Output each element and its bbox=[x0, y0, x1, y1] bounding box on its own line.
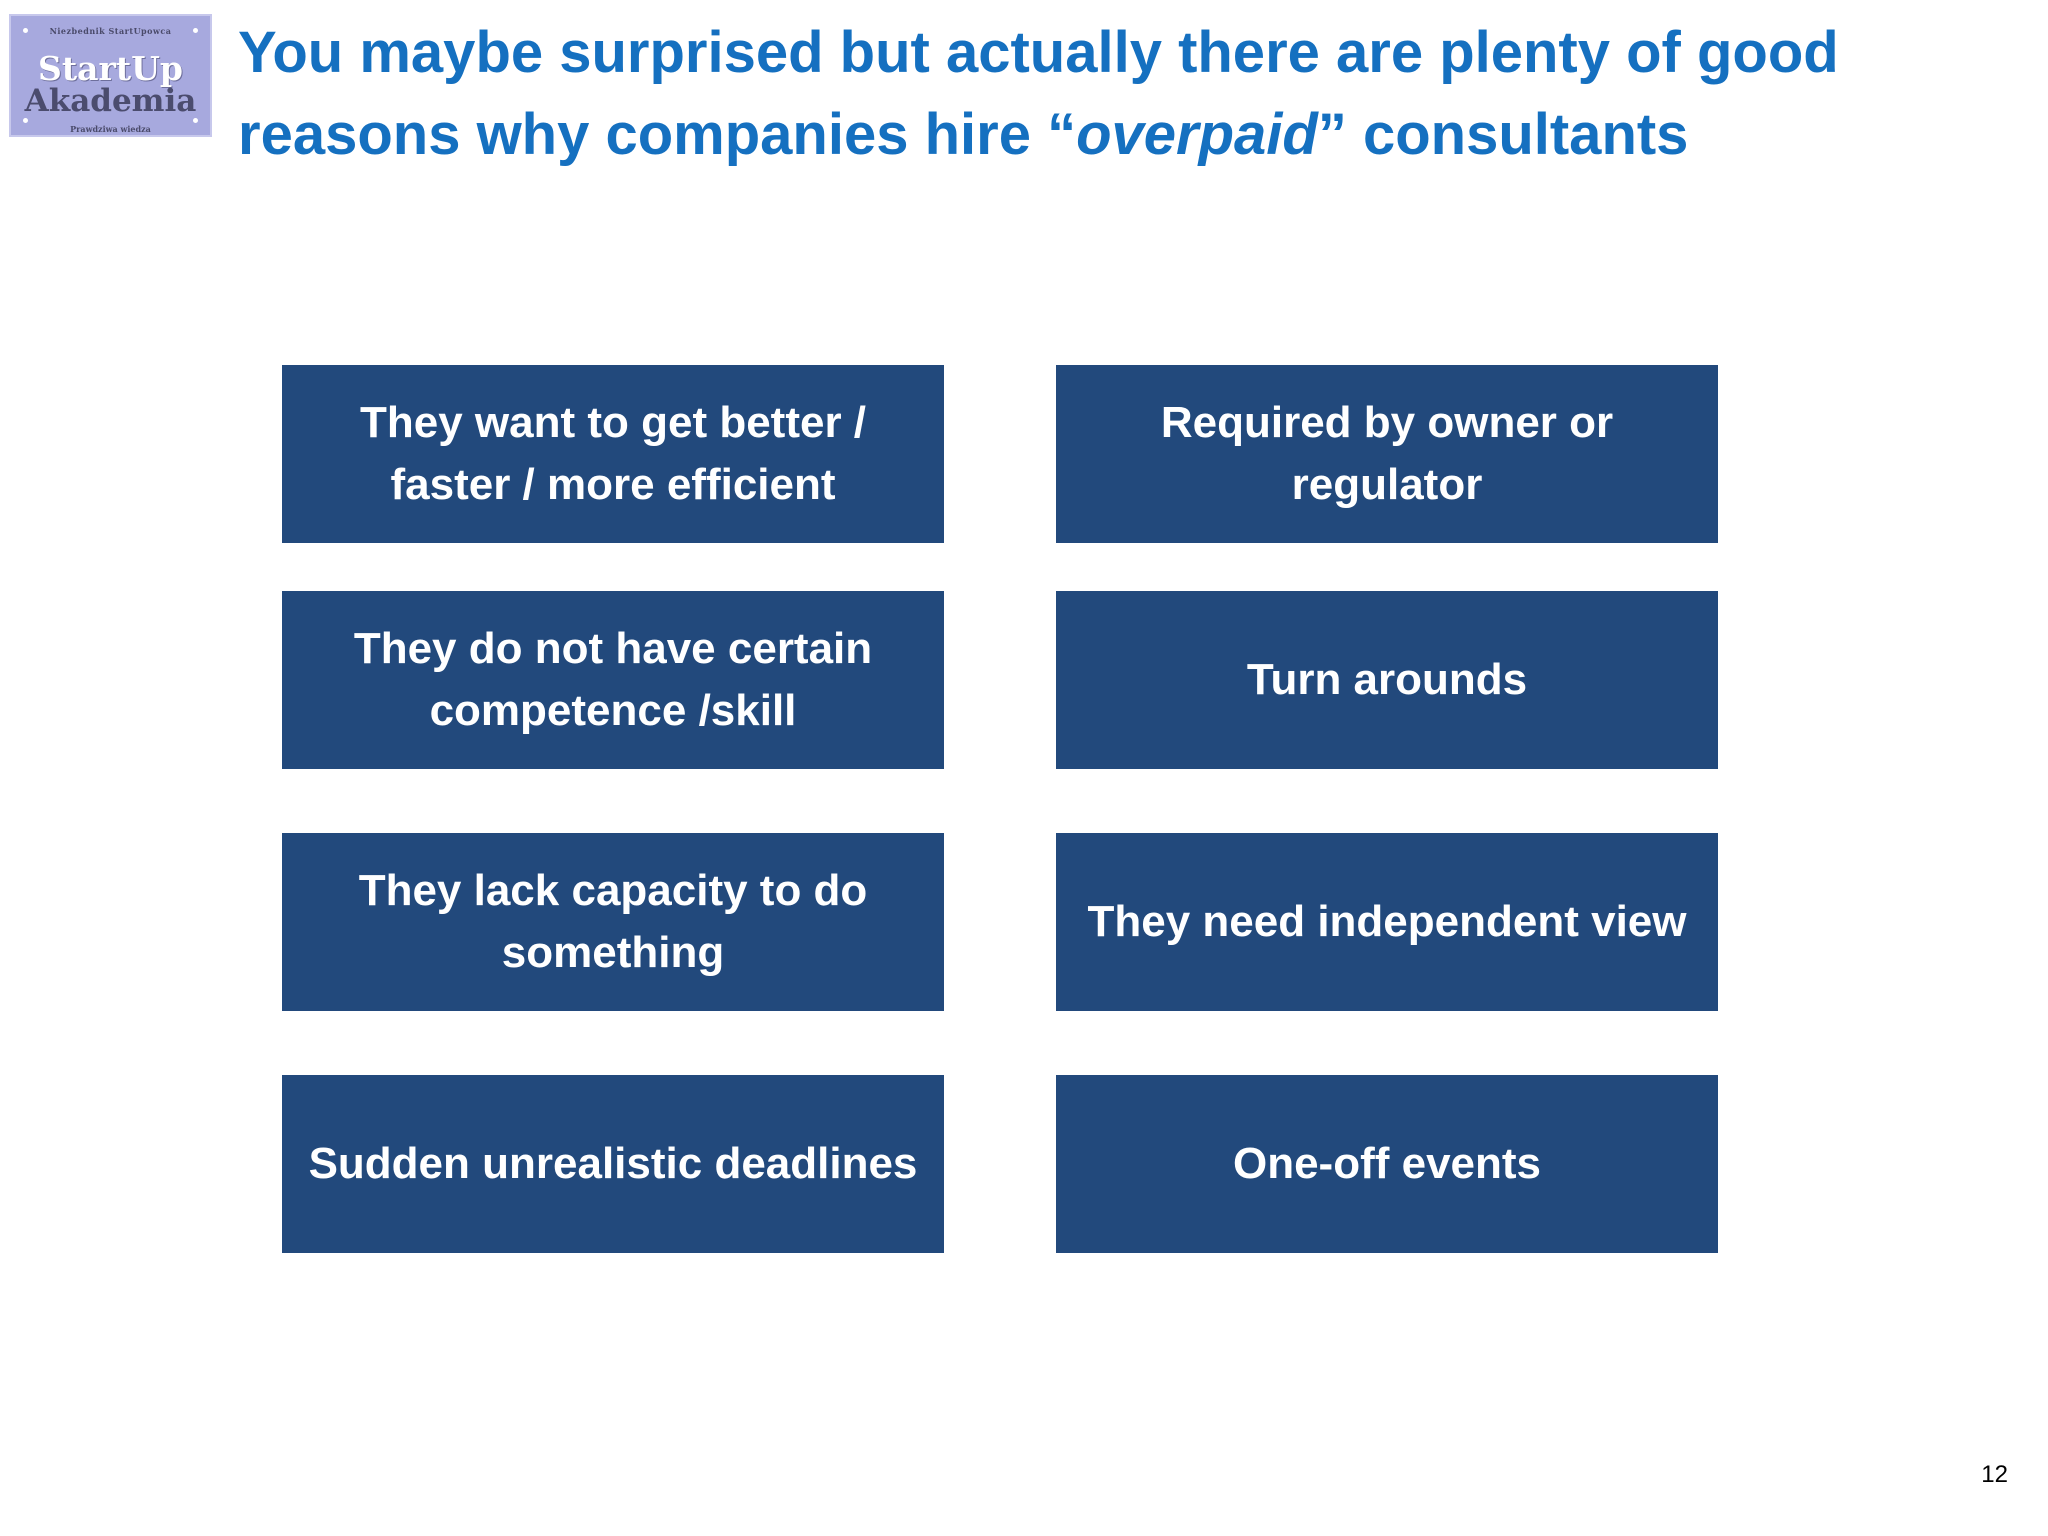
title-part-1: You maybe surprised but actually there a… bbox=[238, 20, 1839, 167]
reason-label: Required by owner or regulator bbox=[1160, 398, 1614, 509]
logo-dot bbox=[23, 118, 28, 123]
reason-box-capacity: They lack capacity to do something bbox=[282, 833, 944, 1011]
reason-label: One-off events bbox=[1232, 1139, 1542, 1188]
logo-dot bbox=[193, 118, 198, 123]
reason-box-one-off-events: One-off events bbox=[1056, 1075, 1718, 1253]
reason-box-get-better: They want to get better / faster / more … bbox=[282, 365, 944, 543]
reason-box-turn-arounds: Turn arounds bbox=[1056, 591, 1718, 769]
reason-box-required: Required by owner or regulator bbox=[1056, 365, 1718, 543]
logo-dot bbox=[193, 28, 198, 33]
reason-label: They do not have certain competence /ski… bbox=[353, 624, 873, 735]
title-part-2: ” consultants bbox=[1317, 102, 1689, 167]
reason-box-competence: They do not have certain competence /ski… bbox=[282, 591, 944, 769]
reason-label: They need independent view bbox=[1087, 897, 1687, 946]
page-number: 12 bbox=[1981, 1461, 2008, 1488]
logo-bottom-text: Prawdziwa wiedza bbox=[70, 124, 151, 134]
reason-label: They lack capacity to do something bbox=[358, 866, 868, 977]
logo-line-startup: StartUp bbox=[38, 49, 183, 88]
reason-box-independent-view: They need independent view bbox=[1056, 833, 1718, 1011]
logo-top-text: Niezbednik StartUpowca bbox=[49, 26, 172, 36]
reason-label: They want to get better / faster / more … bbox=[359, 398, 867, 509]
logo-line-akademia: Akademia bbox=[24, 83, 197, 119]
reason-box-deadlines: Sudden unrealistic deadlines bbox=[282, 1075, 944, 1253]
slide-title: You maybe surprised but actually there a… bbox=[238, 12, 1998, 176]
reason-label: Turn arounds bbox=[1246, 655, 1528, 704]
startup-akademia-logo: Niezbednik StartUpowca StartUp Akademia … bbox=[9, 14, 212, 137]
reason-label: Sudden unrealistic deadlines bbox=[308, 1139, 918, 1188]
title-emphasis: overpaid bbox=[1076, 102, 1318, 167]
logo-dot bbox=[23, 28, 28, 33]
